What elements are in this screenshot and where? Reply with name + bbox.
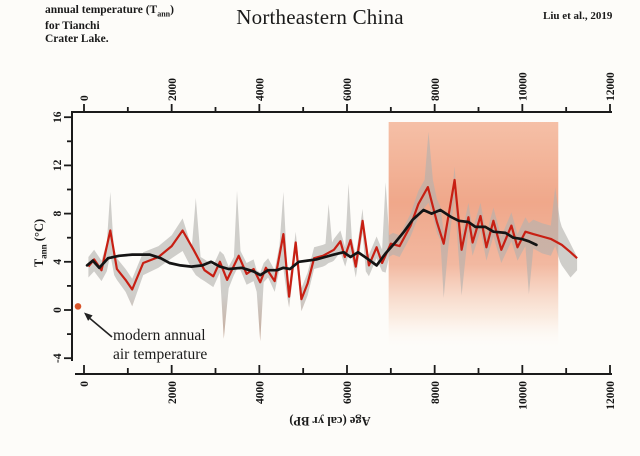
annotation-line-2: air temperature	[113, 346, 208, 363]
left-axis-tick-label: 0	[52, 307, 64, 313]
left-axis-tick-label: -4	[52, 353, 64, 363]
x-axis-label: Age (cal yr BP)	[289, 414, 371, 428]
annotation-line-1: modern annual	[113, 327, 206, 344]
top-axis-tick-label: 12000	[605, 72, 617, 101]
bottom-axis-tick-label: 6000	[342, 381, 354, 404]
top-axis-tick-label: 8000	[430, 78, 442, 101]
note-line-1: annual temperature (Tann)	[45, 4, 174, 19]
bottom-axis-tick-label: 4000	[255, 381, 267, 404]
figure-note: annual temperature (Tann) for Tianchi Cr…	[45, 4, 174, 46]
bottom-axis-tick-label: 10000	[518, 381, 530, 410]
bottom-axis-tick-label: 2000	[167, 381, 179, 404]
bottom-axis-tick-label: 12000	[605, 381, 617, 410]
top-axis-tick-label: 6000	[342, 78, 354, 101]
bottom-axis-tick-label: 0	[79, 381, 91, 387]
top-axis-tick-label: 10000	[518, 72, 530, 101]
annotation-arrow	[89, 317, 113, 338]
top-axis-tick-label: 0	[79, 95, 91, 101]
top-axis-tick-label: 4000	[255, 78, 267, 101]
left-axis-tick-label: 12	[52, 159, 64, 171]
bottom-axis-tick-label: 8000	[430, 381, 442, 404]
modern-temperature-dot	[74, 303, 82, 310]
left-axis-tick-label: 16	[52, 111, 64, 123]
citation: Liu et al., 2019	[543, 10, 613, 22]
black-smoothed-line	[85, 208, 538, 277]
y-axis-label: Tann (°C)	[32, 218, 49, 268]
red-temperature-line	[87, 178, 578, 301]
note-line-2: for Tianchi	[45, 20, 100, 33]
left-axis-tick-label: 8	[52, 210, 64, 216]
modern-temp-annotation: modern annual air temperature	[113, 326, 207, 364]
top-axis-tick-label: 2000	[167, 78, 179, 101]
chart-title: Northeastern China	[236, 5, 404, 29]
left-axis-tick-label: 4	[52, 259, 64, 265]
annotation-arrowhead	[84, 312, 93, 321]
note-line-3: Crater Lake.	[45, 33, 109, 46]
